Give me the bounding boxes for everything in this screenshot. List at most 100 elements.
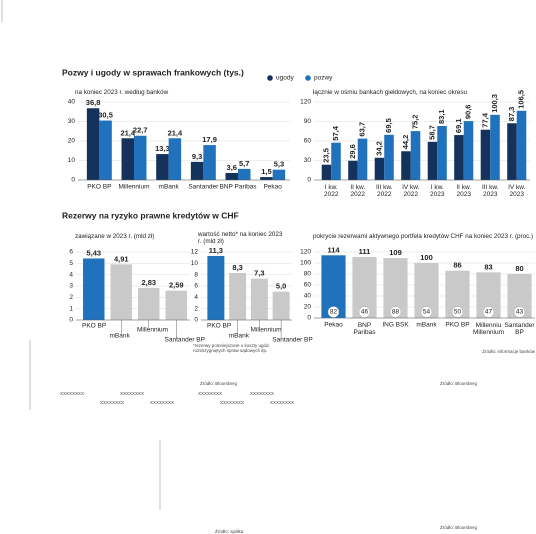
value-label: 7,3: [254, 269, 264, 278]
value-label: 77,4: [480, 112, 489, 127]
bar: [190, 161, 204, 180]
value-label: 63,7: [358, 122, 367, 137]
x-tick-label: BNP Paribas: [219, 184, 257, 191]
x-tick-label: PKO BP: [82, 323, 106, 330]
bar: [272, 291, 290, 320]
value-label: 17,9: [202, 135, 217, 144]
value-label: 90,6: [464, 105, 473, 120]
circle-marker: [420, 306, 433, 318]
value-label: 106,5: [517, 90, 526, 109]
x-tick-label: BNP Paribas: [353, 322, 376, 336]
value-label: 30,5: [98, 111, 113, 120]
value-label: 4,91: [114, 254, 129, 263]
chart-subtitle: na koniec 2023 r. według banków: [75, 89, 169, 96]
legend-swatch: [267, 75, 273, 81]
circle-marker: [389, 306, 402, 318]
circle-label: 50: [454, 309, 462, 316]
footer-text: XXXXXXXX: [60, 391, 84, 396]
value-label: 3,6: [227, 163, 237, 172]
y-tick-label: 0: [69, 317, 73, 324]
y-tick-label: 2: [69, 294, 73, 301]
x-tick-label: III kw. 2022: [376, 184, 393, 198]
footer-text: XXXXXXXX: [220, 400, 244, 405]
value-label: 36,8: [86, 98, 101, 107]
x-tick-label: Pekao: [263, 184, 282, 191]
value-label: 21,4: [168, 128, 183, 137]
x-tick-label: mBank: [159, 184, 180, 191]
bar: [168, 138, 182, 180]
y-tick-label: 0: [307, 315, 311, 322]
y-tick-label: 80: [304, 271, 312, 278]
bar: [83, 258, 105, 320]
chart-subtitle: wartość netto* na koniec 2023 r. (mld zł): [197, 231, 283, 245]
y-tick-label: 6: [194, 283, 198, 290]
y-tick-label: 60: [304, 138, 312, 145]
footer-text: XXXXXXXX: [270, 400, 294, 405]
circle-marker: [482, 306, 495, 318]
x-tick-label: mBank: [229, 333, 250, 340]
circle-marker: [513, 306, 526, 318]
y-tick-label: 30: [68, 118, 76, 125]
value-label: 69,5: [384, 118, 393, 133]
x-tick-label: IV kw. 2022: [402, 184, 420, 198]
section-title: Pozwy i ugody w sprawach frankowych (tys…: [62, 67, 244, 77]
y-tick-label: 8: [194, 271, 198, 278]
value-label: 23,5: [321, 148, 330, 163]
x-tick-label: mBank: [416, 322, 437, 329]
y-tick-label: 1: [69, 305, 73, 312]
y-tick-label: 10: [68, 157, 76, 164]
value-label: 69,1: [454, 118, 463, 133]
circle-label: 88: [392, 309, 400, 316]
bar: [454, 135, 464, 180]
value-label: 83,1: [437, 109, 446, 124]
circle-label: 82: [330, 309, 338, 316]
footer-text: XXXXXXXX: [250, 391, 274, 396]
circle-label: 54: [423, 309, 431, 316]
x-tick-label: Millennium: [118, 184, 149, 191]
value-label: 100: [420, 253, 433, 262]
x-tick-label: PKO BP: [207, 323, 231, 330]
bar: [480, 129, 491, 180]
bar: [250, 278, 268, 320]
x-tick-label: II kw. 2023: [456, 184, 471, 198]
value-label: 8,3: [232, 263, 242, 272]
bar: [99, 120, 112, 180]
y-tick-label: 30: [304, 157, 312, 164]
y-tick-label: 5: [69, 260, 73, 267]
bar: [121, 138, 134, 180]
bar: [437, 125, 447, 180]
bar: [156, 154, 169, 180]
x-tick-label: IV kw. 2023: [508, 184, 526, 198]
y-tick-label: 10: [191, 260, 199, 267]
x-tick-label: Santander BP: [505, 322, 536, 336]
y-tick-label: 40: [304, 293, 312, 300]
circle-label: 47: [485, 309, 493, 316]
bar: [134, 135, 147, 180]
y-tick-label: 100: [300, 260, 311, 267]
footer-text: Źródło: Bloomberg: [440, 380, 478, 386]
legend-label: pozwy: [314, 75, 333, 82]
value-label: 5,0: [276, 282, 286, 291]
value-label: 13,3: [155, 144, 170, 153]
bar: [203, 145, 216, 180]
x-tick-label: Santander BP: [165, 337, 205, 344]
footer-text: Źródło: Bloomberg: [440, 524, 478, 530]
value-label: 5,3: [274, 160, 284, 169]
value-label: 100,3: [490, 94, 499, 113]
chart-subtitle: pokrycie rezerwami aktywnego portfela kr…: [313, 233, 533, 240]
x-tick-label: Millenniu Millennium: [473, 322, 504, 336]
bar: [516, 110, 527, 180]
circle-marker: [327, 306, 340, 318]
bar: [331, 142, 341, 180]
value-label: 86: [453, 261, 461, 270]
value-label: 44,2: [401, 135, 410, 150]
y-tick-label: 0: [71, 177, 75, 184]
value-label: 5,7: [239, 159, 249, 168]
y-tick-label: 4: [69, 271, 73, 278]
bar: [86, 108, 100, 180]
x-tick-label: mBank: [110, 333, 131, 340]
bar: [463, 121, 474, 180]
x-tick-label: Millennium: [251, 327, 282, 334]
x-tick-label: I kw. 2022: [324, 184, 339, 198]
x-tick-label: III kw. 2023: [482, 184, 499, 198]
